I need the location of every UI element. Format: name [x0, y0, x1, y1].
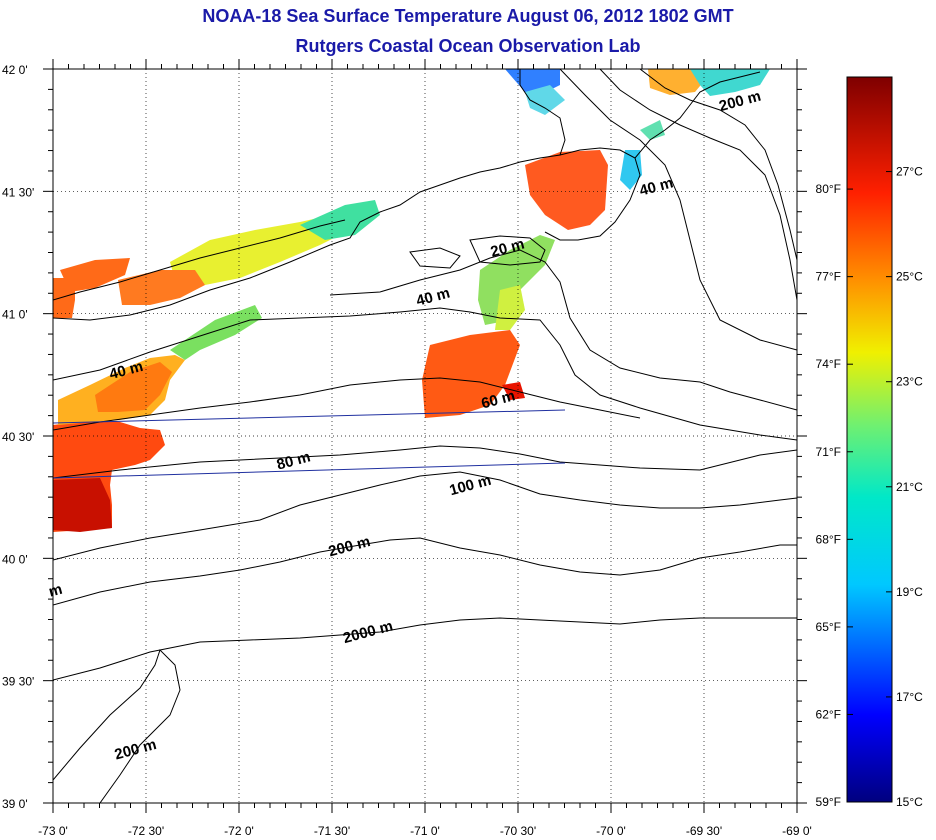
transect-line-north	[53, 409, 566, 424]
contour-100m	[53, 471, 797, 561]
contour-label: 200 m	[327, 533, 372, 560]
sst-patch-cape-north-teal	[640, 120, 665, 140]
contour-40m	[53, 307, 797, 441]
colorbar-label-c: 21°C	[896, 480, 923, 494]
colorbar-label-c: 25°C	[896, 270, 923, 284]
colorbar-label-c: 23°C	[896, 375, 923, 389]
sst-patch-west-orange-1	[60, 258, 130, 292]
colorbar-label-f: 77°F	[816, 270, 841, 284]
lon-tick-label: -69 30'	[686, 824, 722, 838]
lon-tick-label: -70 0'	[596, 824, 626, 838]
coastline-islands	[409, 235, 546, 269]
contour-label: 2000 m	[341, 617, 395, 647]
lat-tick-label: 40 0'	[2, 552, 28, 566]
transect-line-south	[53, 462, 566, 479]
lon-tick-label: -70 30'	[500, 824, 536, 838]
contour-gom-shelf-2	[639, 69, 797, 261]
coastline	[53, 69, 566, 321]
lon-tick-label: -69 0'	[782, 824, 812, 838]
sst-patch-sound-teal	[300, 200, 380, 240]
bathymetry-contours	[53, 69, 797, 803]
lat-tick-label: 39 0'	[2, 797, 28, 811]
colorbar-label-f: 80°F	[816, 182, 841, 196]
contour-60m	[53, 377, 641, 431]
contour-label: m	[47, 581, 64, 601]
colorbar	[846, 76, 893, 803]
colorbar-label-f: 65°F	[816, 620, 841, 634]
contour-2000m	[53, 617, 797, 681]
contour-gom-shelf	[599, 69, 797, 301]
coastline-long-island	[53, 219, 346, 301]
lon-tick-label: -73 0'	[38, 824, 68, 838]
lon-tick-label: -71 0'	[410, 824, 440, 838]
sst-patch-gom-teal	[690, 69, 770, 96]
sst-patch-west-orange-2	[53, 278, 75, 318]
map-title: NOAA-18 Sea Surface Temperature August 0…	[202, 6, 734, 26]
sst-patch-cape-teal	[620, 150, 642, 190]
coastline-cape-arm	[634, 71, 761, 159]
colorbar-label-c: 17°C	[896, 690, 923, 704]
sst-patch-mass-bay-cyan	[525, 85, 565, 115]
sst-overlay	[53, 69, 770, 532]
contour-200m	[53, 537, 797, 606]
lat-tick-label: 39 30'	[2, 675, 34, 689]
lon-tick-label: -71 30'	[314, 824, 350, 838]
coastline-cape-cod	[544, 147, 641, 241]
colorbar-label-f: 59°F	[816, 795, 841, 809]
sst-patch-cape-cod-bay	[525, 150, 608, 230]
colorbar-label-f: 68°F	[816, 532, 841, 546]
map-ticks: -73 0' -72 30' -72 0' -71 30' -71 0' -70 30' -…	[2, 59, 812, 838]
lat-tick-label: 42 0'	[2, 63, 28, 77]
contour-label: 100 m	[448, 472, 493, 499]
map-gridlines	[53, 69, 797, 803]
sst-patch-gom-orange	[648, 69, 705, 95]
colorbar-label-c: 27°C	[896, 165, 923, 179]
sst-patch-shoals-red	[502, 382, 525, 400]
contour-label: 40 m	[638, 174, 675, 199]
contour-label: 80 m	[275, 448, 312, 473]
contour-20m	[329, 249, 797, 411]
sst-patch-south-shoals	[422, 330, 520, 418]
colorbar-label-f: 62°F	[816, 707, 841, 721]
sst-patch-li-sound-green	[170, 305, 262, 360]
lon-tick-label: -72 0'	[224, 824, 254, 838]
colorbar-label-f: 71°F	[816, 445, 841, 459]
sst-patch-southwest-dark	[53, 478, 112, 532]
contour-80m	[53, 445, 797, 479]
sst-patch-li-south-orange	[95, 362, 172, 412]
colorbar-labels: 27°C 25°C 23°C 21°C 19°C 17°C 15°C 80°F 77°F 74°F…	[816, 165, 924, 809]
lat-tick-label: 41 30'	[2, 185, 34, 199]
lon-tick-label: -72 30'	[128, 824, 164, 838]
contour-canyon	[53, 649, 181, 803]
colorbar-label-f: 74°F	[816, 357, 841, 371]
colorbar-label-c: 15°C	[896, 795, 923, 809]
contour-gom-shelf-3	[559, 69, 797, 351]
lat-tick-label: 40 30'	[2, 430, 34, 444]
map-subtitle: Rutgers Coastal Ocean Observation Lab	[295, 36, 641, 56]
sst-patch-west-orange-3	[118, 270, 205, 305]
contour-label: 40 m	[414, 284, 451, 309]
contour-label: 200 m	[113, 736, 158, 763]
lat-tick-label: 41 0'	[2, 308, 28, 322]
colorbar-label-c: 19°C	[896, 585, 923, 599]
